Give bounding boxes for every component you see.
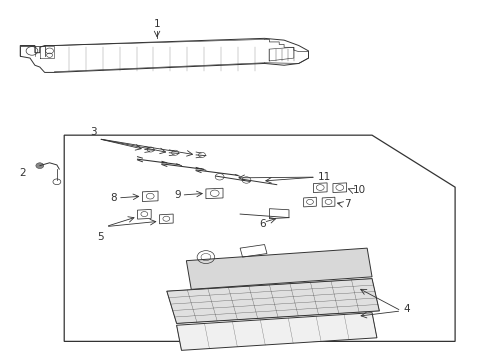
Text: 8: 8: [110, 193, 117, 203]
Polygon shape: [167, 279, 379, 323]
Text: 7: 7: [343, 199, 350, 210]
Circle shape: [36, 163, 44, 168]
Text: 3: 3: [90, 127, 97, 137]
Text: 2: 2: [20, 168, 26, 178]
Text: 6: 6: [260, 219, 266, 229]
Text: 4: 4: [404, 304, 411, 314]
Text: 11: 11: [318, 172, 332, 182]
Polygon shape: [186, 248, 372, 289]
Text: 10: 10: [352, 185, 366, 195]
Text: 1: 1: [154, 19, 160, 30]
Polygon shape: [176, 313, 377, 350]
Text: 9: 9: [174, 190, 180, 200]
Text: 5: 5: [98, 232, 104, 242]
